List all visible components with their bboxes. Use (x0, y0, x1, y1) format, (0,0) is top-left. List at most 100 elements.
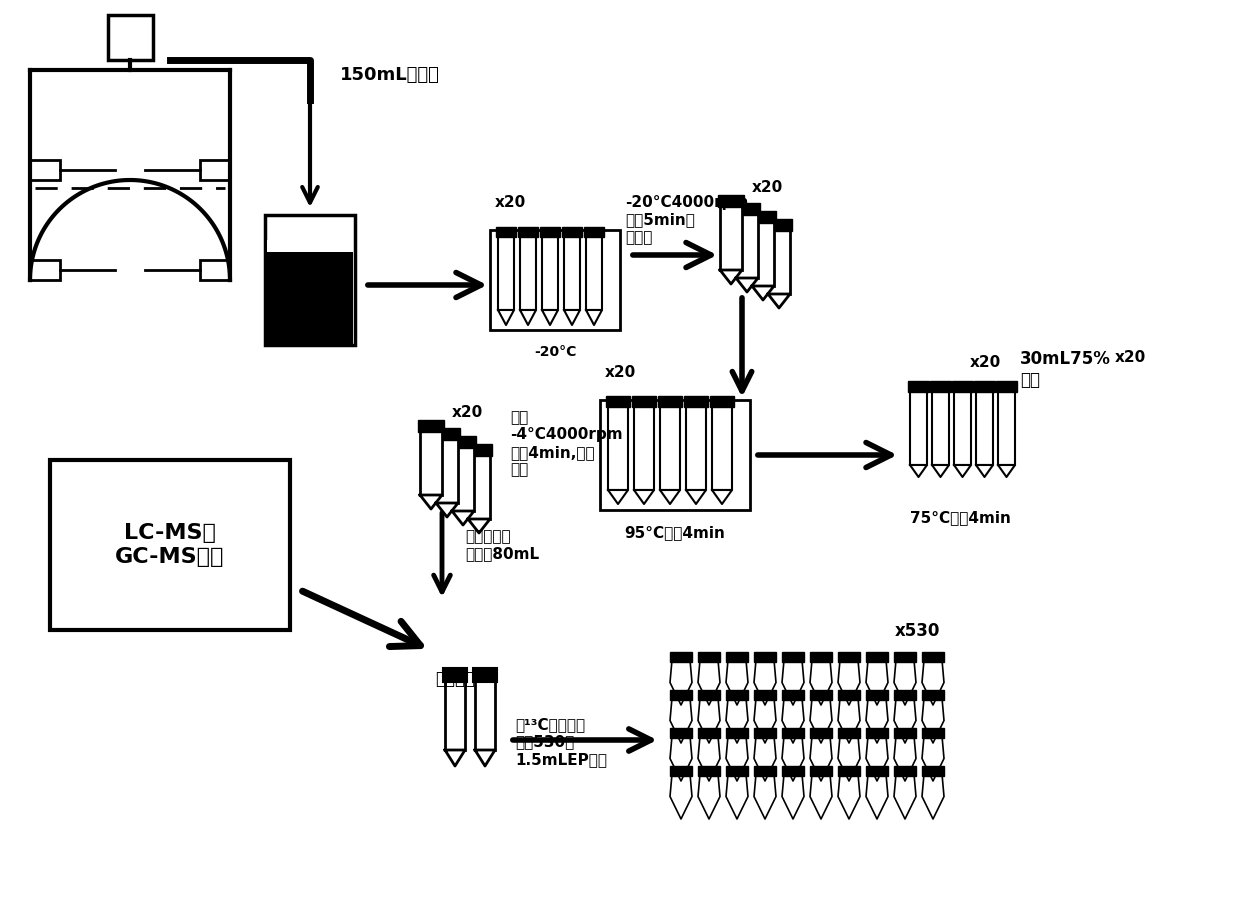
Polygon shape (894, 736, 916, 781)
Polygon shape (768, 294, 790, 308)
Bar (908, 381, 929, 392)
Bar (866, 690, 888, 700)
Polygon shape (475, 750, 495, 766)
Bar (443, 668, 467, 682)
Bar (954, 390, 971, 465)
Bar (670, 766, 692, 776)
Bar (30, 160, 60, 180)
Polygon shape (838, 736, 861, 781)
Bar (632, 396, 656, 407)
Polygon shape (720, 270, 742, 284)
Text: x20: x20 (604, 365, 636, 380)
Polygon shape (725, 774, 748, 819)
Bar (698, 690, 720, 700)
Polygon shape (420, 495, 441, 509)
Bar (725, 728, 748, 738)
Bar (838, 690, 861, 700)
Polygon shape (954, 465, 971, 477)
Bar (734, 203, 760, 215)
Bar (466, 444, 492, 456)
Polygon shape (634, 490, 653, 504)
Bar (684, 396, 708, 407)
Text: 30mL75%
乙醇: 30mL75% 乙醇 (1021, 350, 1111, 389)
Bar (490, 230, 620, 330)
Text: 95°C水浴4min: 95°C水浴4min (625, 525, 725, 540)
Bar (973, 381, 994, 392)
Polygon shape (670, 736, 692, 781)
Polygon shape (751, 286, 774, 300)
Bar (810, 652, 832, 662)
Bar (838, 766, 861, 776)
Bar (670, 728, 692, 738)
Bar (698, 652, 720, 662)
Text: 150mL发酵液: 150mL发酵液 (340, 66, 440, 84)
Bar (923, 690, 944, 700)
Bar (810, 728, 832, 738)
Polygon shape (838, 660, 861, 705)
Polygon shape (923, 698, 944, 743)
Bar (754, 690, 776, 700)
Polygon shape (737, 278, 758, 292)
Bar (606, 396, 630, 407)
Bar (894, 652, 916, 662)
Text: -20°C4000rpm
离心5min，
弃上清: -20°C4000rpm 离心5min， 弃上清 (625, 195, 749, 244)
Bar (698, 728, 720, 738)
Bar (445, 680, 465, 750)
Polygon shape (838, 698, 861, 743)
Polygon shape (754, 698, 776, 743)
Bar (782, 690, 804, 700)
Polygon shape (445, 750, 465, 766)
Bar (265, 215, 355, 345)
Bar (996, 381, 1017, 392)
Bar (754, 728, 776, 738)
Bar (923, 728, 944, 738)
Polygon shape (564, 310, 580, 322)
Bar (200, 160, 229, 180)
Bar (754, 766, 776, 776)
Text: 质谱分析: 质谱分析 (435, 670, 475, 688)
Bar (539, 227, 560, 237)
Bar (267, 247, 353, 345)
Bar (894, 690, 916, 700)
Bar (866, 766, 888, 776)
Polygon shape (810, 660, 832, 705)
Bar (711, 396, 734, 407)
Bar (498, 235, 515, 310)
Polygon shape (866, 774, 888, 819)
Bar (200, 260, 229, 280)
Polygon shape (754, 660, 776, 705)
Polygon shape (838, 774, 861, 819)
Bar (923, 652, 944, 662)
Text: 冷却
-4°C4000rpm
离心4min,吸取
上清: 冷却 -4°C4000rpm 离心4min,吸取 上清 (510, 410, 622, 477)
Bar (751, 221, 774, 286)
Bar (725, 766, 748, 776)
Polygon shape (698, 736, 720, 781)
Bar (866, 652, 888, 662)
Polygon shape (670, 698, 692, 743)
Text: x530: x530 (894, 622, 940, 640)
Bar (686, 405, 706, 490)
Polygon shape (608, 490, 627, 504)
Bar (930, 381, 951, 392)
Bar (782, 728, 804, 738)
Bar (420, 430, 441, 495)
Bar (418, 420, 444, 432)
Bar (453, 446, 474, 511)
Polygon shape (725, 660, 748, 705)
Bar (670, 690, 692, 700)
Polygon shape (498, 310, 515, 322)
Bar (475, 680, 495, 750)
Bar (894, 766, 916, 776)
Polygon shape (754, 736, 776, 781)
Bar (450, 436, 476, 448)
Polygon shape (782, 774, 804, 819)
Bar (436, 438, 458, 503)
Polygon shape (923, 774, 944, 819)
Text: x20: x20 (495, 195, 526, 210)
Bar (562, 227, 582, 237)
Bar (750, 211, 776, 223)
Polygon shape (698, 660, 720, 705)
Polygon shape (810, 698, 832, 743)
Bar (634, 405, 653, 490)
Bar (725, 652, 748, 662)
